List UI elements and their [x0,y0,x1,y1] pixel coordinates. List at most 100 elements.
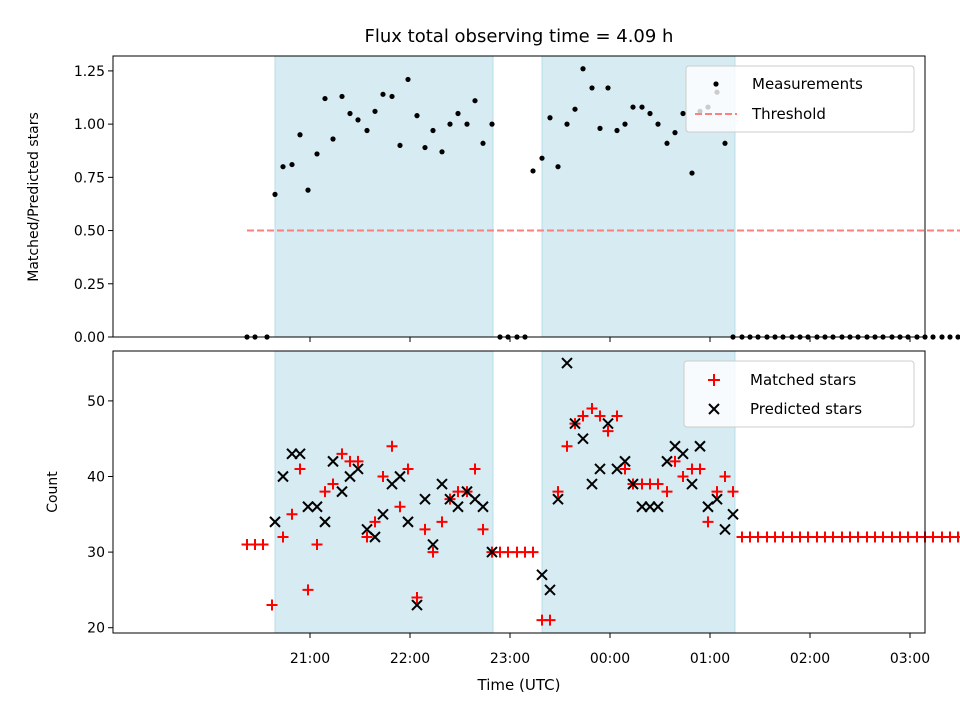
matched-star-point [552,486,564,498]
top-shaded-regions [274,55,736,338]
x-tick-label: 21:00 [290,651,330,667]
matched-star-point [402,463,414,475]
measurement-point [580,66,586,72]
measurement-point [347,110,353,117]
matched-star-point [594,410,606,422]
predicted-star-point [686,478,698,490]
predicted-star-point [394,470,406,483]
measurement-point [722,140,728,146]
x-tick-label: 03:00 [890,651,930,667]
measurement-point [330,136,336,142]
matched-star-point [294,463,306,475]
measurement-point [297,132,303,138]
measurement-point [539,155,545,161]
measurement-point [622,121,628,127]
matched-star-point [669,455,681,467]
predicted-star-point [677,448,689,460]
top-legend: Measurements Threshold [685,65,915,133]
measurement-point [455,110,461,117]
x-tick-label: 02:00 [790,651,830,667]
y-tick-label: 20 [87,621,105,637]
measurement-point [655,121,661,127]
predicted-star-point [302,501,314,513]
matched-star-point [952,531,960,543]
measurement-point [489,121,495,127]
matched-legend-label: Matched stars [750,371,856,389]
matched-star-point [719,471,731,483]
predicted-star-point [702,501,714,513]
x-axis-label: Time (UTC) [477,676,561,694]
measurement-point [605,85,611,91]
measurements-legend-marker [713,81,719,87]
measurement-point [372,108,378,114]
matched-star-point [311,539,323,551]
predicted-star-point [477,501,489,513]
measurement-point [639,104,645,110]
matched-star-point [277,531,289,543]
matched-star-point [266,599,278,611]
y-tick-label: 0.50 [74,224,105,240]
measurement-point [614,127,620,134]
predicted-star-point [327,455,339,468]
matched-star-point [619,463,631,475]
predicted-star-point [536,569,548,581]
measurement-point [647,110,653,117]
predicted-star-point [719,523,731,536]
measurement-point [389,93,395,100]
bottom-shaded-regions [274,350,736,634]
measurements-legend-label: Measurements [752,75,863,93]
bottom-legend: Matched stars Predicted stars [683,360,915,428]
matched-star-point [527,546,539,558]
matched-star-point [727,486,739,498]
measurement-point [947,334,953,340]
predicted-star-point [711,493,723,505]
matched-star-point [394,501,406,513]
measurement-point [555,164,561,170]
matched-star-point [327,478,339,490]
measurement-point [464,121,470,127]
y-tick-label: 0.25 [74,277,105,293]
matched-star-point [469,463,481,475]
matched-star-point [419,523,431,535]
measurement-point [280,164,286,170]
matched-star-point [361,531,373,543]
matched-star-point [602,425,614,437]
bottom-plot-marks [241,357,960,626]
measurement-point [414,113,420,119]
measurement-point [472,98,478,104]
measurement-point [680,110,686,117]
y-tick-label: 0.00 [74,330,105,346]
measurement-point [322,95,328,102]
predicted-star-point [561,357,573,369]
predicted-star-point [336,485,348,498]
predicted-star-point [277,470,289,483]
y-tick-label: 40 [87,470,105,486]
measurement-point [339,93,345,100]
measurement-point [430,127,436,134]
top-legend-box [685,65,915,133]
predicted-star-point [436,478,448,490]
matched-star-point [544,614,556,626]
matched-star-point [477,523,489,535]
x-tick-label: 22:00 [390,651,430,667]
top-y-axis: 0.00 0.25 0.50 0.75 1.00 1.25 [74,64,113,346]
predicted-star-point [627,478,639,490]
predicted-star-point [369,531,381,543]
predicted-star-point [577,432,589,445]
matched-legend-marker [708,374,720,386]
matched-star-point [561,440,573,452]
matched-star-point [257,539,269,551]
matched-star-point [427,546,439,558]
matched-star-point [577,410,589,422]
top-plot-marks [244,66,960,340]
matched-star-point [586,402,598,414]
measurement-point [564,121,570,127]
measurement-point [939,334,945,340]
predicted-star-point [594,463,606,475]
predicted-legend-label: Predicted stars [750,400,862,418]
predicted-star-point [727,508,739,521]
shaded-interval [274,55,494,338]
y-tick-label: 30 [87,545,105,561]
